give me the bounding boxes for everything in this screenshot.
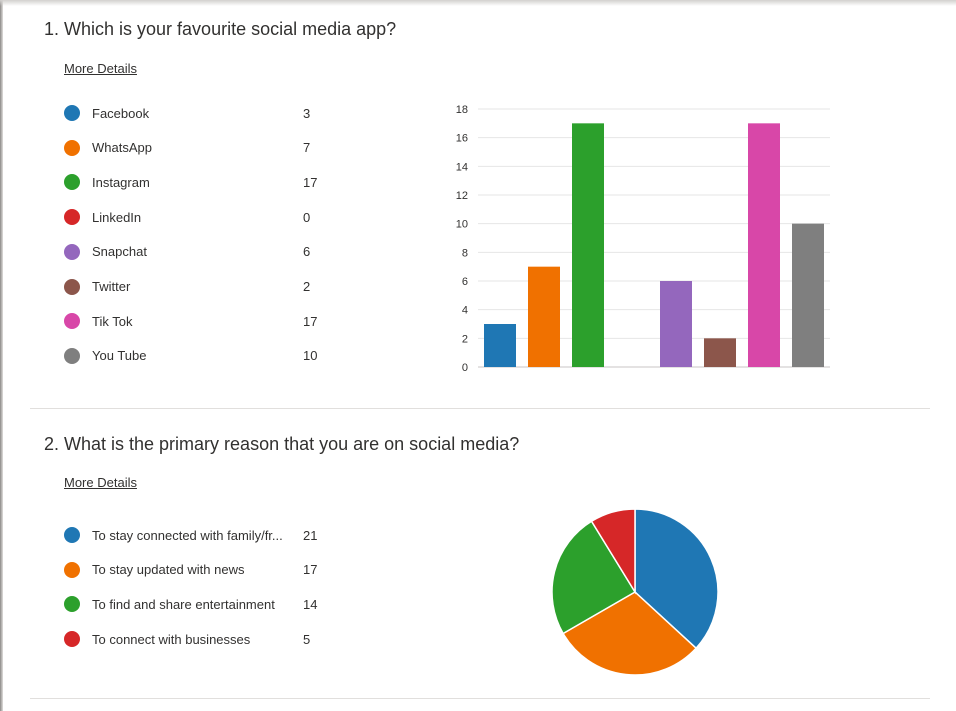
bar-whatsapp[interactable]	[528, 266, 560, 367]
question-1-bar-chart: 0 2 4 6 8 10 12 14 16 18	[456, 104, 830, 374]
legend-count: 14	[303, 596, 318, 612]
bar-twitter[interactable]	[704, 338, 736, 367]
legend-label: To connect with businesses	[92, 631, 251, 647]
legend-color-dot-icon	[64, 347, 80, 364]
legend-color-dot-icon	[64, 278, 80, 295]
bar-you-tube[interactable]	[792, 223, 824, 367]
question-2-more-details-link[interactable]: More Details	[64, 475, 137, 490]
legend-color-dot-icon	[64, 174, 80, 191]
pie-slice-1[interactable]	[634, 508, 719, 650]
legend-color-dot-icon	[64, 596, 80, 613]
question-1-legend-item: Facebook 3	[64, 103, 343, 123]
section-divider	[30, 408, 930, 409]
bar-chart-y-tick-label: 10	[456, 219, 468, 231]
question-1-title: 1. Which is your favourite social media …	[44, 19, 397, 39]
legend-count: 5	[303, 631, 311, 647]
bar-chart-y-tick-label: 18	[456, 104, 468, 116]
legend-label: Snapchat	[92, 244, 147, 260]
top-shadow	[0, 0, 956, 6]
legend-label: LinkedIn	[92, 209, 142, 225]
legend-color-dot-icon	[64, 527, 80, 543]
question-1-legend-item: Twitter 2	[64, 277, 343, 297]
question-2-legend-item: To stay connected with family/fr... 21	[64, 525, 343, 545]
legend-label: You Tube	[92, 348, 147, 364]
legend-label: Facebook	[92, 105, 150, 121]
legend-color-dot-icon	[64, 561, 80, 578]
legend-label: To find and share entertainment	[92, 596, 275, 612]
legend-color-dot-icon	[64, 631, 80, 648]
bar-snapchat[interactable]	[660, 281, 692, 367]
section-divider-bottom	[30, 698, 930, 699]
question-2-legend-item: To find and share entertainment 14	[64, 594, 343, 614]
bar-chart-y-tick-label: 0	[462, 362, 468, 374]
legend-count: 17	[303, 313, 318, 329]
bar-chart-y-tick-label: 4	[462, 305, 468, 317]
bar-tik-tok[interactable]	[748, 123, 780, 367]
legend-count: 17	[303, 562, 318, 578]
legend-label: Tik Tok	[92, 313, 133, 329]
question-2-pie-chart	[551, 508, 719, 676]
legend-label: Instagram	[92, 174, 150, 190]
bar-facebook[interactable]	[484, 324, 516, 367]
legend-label: Twitter	[92, 279, 131, 294]
legend-color-dot-icon	[64, 209, 80, 226]
legend-count: 17	[303, 174, 318, 190]
question-1-legend-item: Instagram 17	[64, 172, 343, 192]
bar-chart-y-tick-label: 6	[462, 276, 468, 288]
question-1-more-details-link[interactable]: More Details	[64, 61, 137, 76]
question-2-legend-item: To connect with businesses 5	[64, 629, 343, 649]
legend-count: 3	[303, 105, 311, 121]
bar-chart-y-tick-label: 12	[456, 190, 468, 202]
legend-count: 21	[303, 527, 318, 543]
legend-color-dot-icon	[64, 243, 80, 260]
pie-slice-2[interactable]	[562, 591, 698, 676]
question-1-legend-item: Tik Tok 17	[64, 311, 343, 331]
bar-chart-y-tick-label: 8	[462, 247, 468, 259]
question-2-title: 2. What is the primary reason that you a…	[44, 434, 520, 454]
legend-count: 6	[303, 244, 311, 260]
question-1-legend-item: Snapchat 6	[64, 242, 343, 262]
legend-count: 2	[303, 279, 311, 294]
bar-instagram[interactable]	[572, 123, 604, 367]
bar-chart-y-tick-label: 16	[456, 133, 468, 145]
legend-label: WhatsApp	[92, 140, 152, 156]
legend-color-dot-icon	[64, 139, 80, 156]
question-2-legend-item: To stay updated with news 17	[64, 560, 343, 580]
legend-color-dot-icon	[64, 105, 80, 121]
pie-slice-3[interactable]	[551, 520, 637, 635]
pie-slice-4[interactable]	[590, 508, 636, 595]
legend-count: 10	[303, 348, 318, 364]
bar-chart-y-tick-label: 2	[462, 333, 468, 345]
question-1-legend-item: WhatsApp 7	[64, 138, 343, 158]
question-1-legend-item: LinkedIn 0	[64, 207, 343, 227]
legend-label: To stay updated with news	[92, 562, 245, 578]
window-left-edge	[0, 0, 3, 711]
legend-label: To stay connected with family/fr...	[92, 527, 283, 543]
bar-chart-y-tick-label: 14	[456, 161, 468, 173]
legend-count: 0	[303, 209, 311, 225]
question-1-legend-item: You Tube 10	[64, 346, 343, 366]
legend-count: 7	[303, 140, 311, 156]
legend-color-dot-icon	[64, 313, 80, 330]
